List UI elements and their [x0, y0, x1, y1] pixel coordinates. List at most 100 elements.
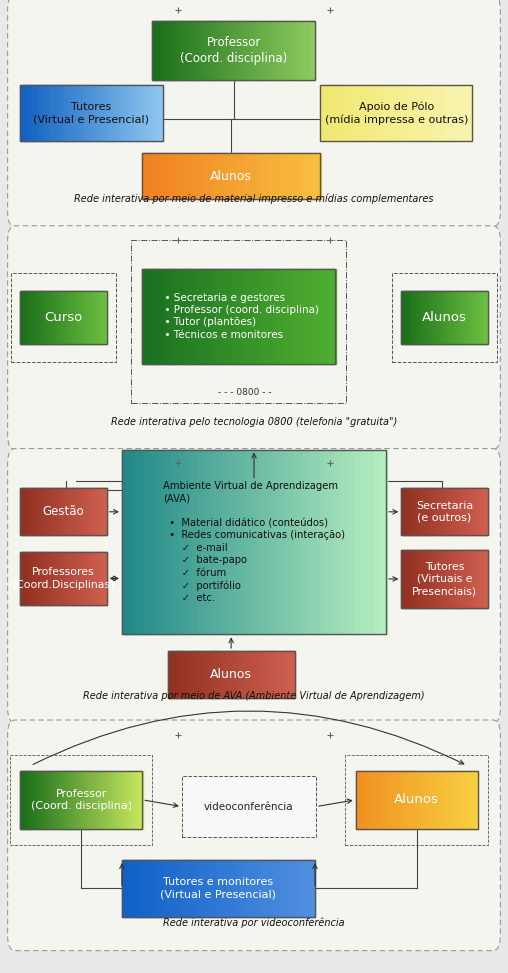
- Bar: [144, 450, 149, 634]
- Bar: [255, 153, 259, 199]
- Bar: [343, 85, 346, 141]
- Bar: [67, 552, 68, 605]
- Bar: [77, 85, 80, 141]
- Bar: [96, 85, 99, 141]
- Bar: [401, 291, 403, 344]
- Bar: [437, 771, 439, 829]
- Bar: [45, 291, 47, 344]
- Bar: [452, 550, 454, 608]
- Bar: [34, 552, 35, 605]
- Bar: [231, 860, 235, 917]
- Bar: [430, 550, 432, 608]
- Bar: [174, 21, 177, 80]
- Bar: [225, 153, 229, 199]
- Bar: [226, 21, 229, 80]
- Bar: [75, 85, 78, 141]
- Bar: [103, 85, 106, 141]
- Bar: [370, 771, 372, 829]
- Bar: [43, 552, 45, 605]
- Bar: [30, 291, 33, 344]
- Bar: [449, 488, 451, 535]
- Bar: [71, 291, 73, 344]
- Bar: [465, 291, 467, 344]
- Bar: [261, 269, 265, 364]
- Bar: [77, 771, 80, 829]
- Bar: [406, 771, 409, 829]
- Bar: [433, 771, 435, 829]
- Bar: [93, 552, 96, 605]
- Bar: [10, 755, 152, 845]
- Bar: [476, 488, 478, 535]
- Bar: [98, 552, 100, 605]
- Bar: [72, 291, 74, 344]
- Bar: [104, 771, 106, 829]
- Bar: [366, 771, 368, 829]
- Bar: [219, 450, 224, 634]
- Bar: [22, 488, 24, 535]
- Bar: [463, 771, 466, 829]
- Bar: [413, 488, 415, 535]
- Bar: [82, 291, 84, 344]
- Bar: [53, 85, 56, 141]
- Bar: [486, 291, 488, 344]
- Bar: [189, 651, 192, 698]
- FancyBboxPatch shape: [8, 226, 500, 450]
- Bar: [239, 21, 242, 80]
- Bar: [423, 488, 425, 535]
- Bar: [53, 291, 55, 344]
- Bar: [91, 771, 94, 829]
- Bar: [191, 651, 194, 698]
- Bar: [186, 860, 190, 917]
- Bar: [58, 291, 60, 344]
- Bar: [447, 85, 450, 141]
- Bar: [20, 488, 107, 535]
- Bar: [203, 269, 207, 364]
- Bar: [218, 651, 221, 698]
- Bar: [455, 771, 458, 829]
- Bar: [467, 85, 470, 141]
- Bar: [458, 550, 459, 608]
- Bar: [325, 85, 328, 141]
- Bar: [368, 85, 371, 141]
- Bar: [30, 552, 33, 605]
- Bar: [58, 552, 60, 605]
- Bar: [398, 771, 401, 829]
- Bar: [425, 771, 427, 829]
- Bar: [151, 85, 153, 141]
- Bar: [474, 291, 477, 344]
- Bar: [482, 550, 484, 608]
- Bar: [293, 860, 296, 917]
- Bar: [233, 651, 236, 698]
- Bar: [422, 291, 424, 344]
- Bar: [472, 550, 474, 608]
- Bar: [97, 488, 99, 535]
- Bar: [94, 85, 97, 141]
- Bar: [28, 771, 31, 829]
- Bar: [97, 552, 99, 605]
- Bar: [64, 552, 66, 605]
- Bar: [202, 651, 204, 698]
- Bar: [269, 651, 272, 698]
- Bar: [58, 488, 60, 535]
- Bar: [30, 85, 33, 141]
- Bar: [210, 153, 214, 199]
- Bar: [20, 291, 22, 344]
- Bar: [308, 153, 312, 199]
- Bar: [29, 488, 31, 535]
- Bar: [23, 85, 25, 141]
- Bar: [114, 771, 116, 829]
- Bar: [394, 771, 397, 829]
- Bar: [309, 21, 313, 80]
- Bar: [106, 85, 109, 141]
- Bar: [201, 450, 206, 634]
- Bar: [479, 550, 481, 608]
- Bar: [401, 550, 403, 608]
- Bar: [320, 450, 325, 634]
- Bar: [58, 85, 61, 141]
- Bar: [43, 488, 45, 535]
- Bar: [78, 291, 80, 344]
- Bar: [100, 771, 102, 829]
- Bar: [345, 85, 348, 141]
- Bar: [272, 21, 275, 80]
- Bar: [182, 651, 185, 698]
